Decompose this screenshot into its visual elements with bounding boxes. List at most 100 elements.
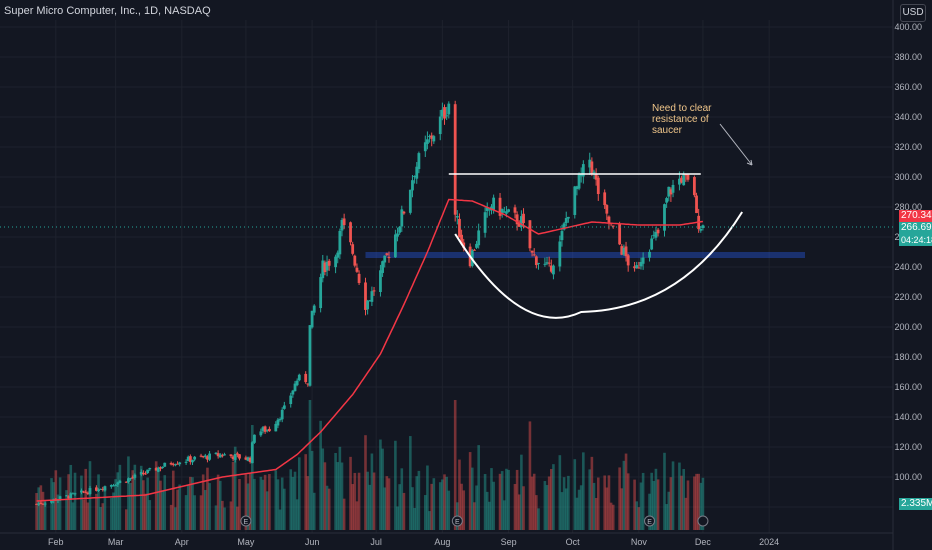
volume-bar: [169, 504, 173, 530]
candle-body: [293, 383, 297, 392]
candle-body: [233, 454, 237, 460]
candle-body: [393, 234, 397, 258]
volume-bar: [485, 491, 489, 530]
volume-bar: [236, 506, 239, 530]
candle-body: [244, 457, 248, 460]
candle-body: [84, 491, 88, 493]
candle-body: [671, 184, 675, 193]
candle-body: [699, 228, 703, 231]
volume-bar: [144, 493, 147, 530]
candle-body: [178, 462, 182, 465]
volume-bar: [635, 501, 639, 530]
x-tick-label: Nov: [631, 537, 648, 547]
dividend-marker-icon: [697, 515, 709, 527]
volume-bar: [116, 472, 120, 530]
x-tick-label: 2024: [759, 537, 779, 547]
volume-bar: [276, 479, 280, 530]
candle-body: [624, 246, 628, 257]
candle-body: [566, 216, 570, 219]
candle-body: [193, 456, 197, 460]
volume-bar: [229, 501, 233, 530]
candle-body: [203, 455, 207, 457]
volume-bar: [163, 475, 167, 530]
volume-bar: [248, 473, 252, 530]
volume-bar: [112, 492, 115, 530]
candle-body: [159, 467, 162, 469]
candle-body: [139, 471, 143, 475]
volume-bar: [620, 488, 624, 530]
volume-bar: [124, 509, 128, 530]
candle-body: [473, 249, 476, 251]
volume-bar: [415, 476, 419, 530]
candle-body: [99, 488, 103, 490]
volume-bar: [470, 467, 474, 530]
volume-bar: [611, 504, 615, 530]
candle-body: [289, 395, 293, 405]
volume-bar: [417, 470, 421, 530]
candle-body: [417, 153, 421, 170]
volume-bar: [65, 490, 68, 530]
y-tick-label: 400.00: [894, 22, 922, 32]
candle-body: [426, 139, 429, 144]
volume-bar: [372, 472, 376, 530]
volume-bar: [626, 473, 630, 530]
candle-body: [291, 390, 295, 395]
x-tick-label: Jun: [305, 537, 320, 547]
volume-bar: [438, 482, 442, 530]
y-tick-label: 380.00: [894, 52, 922, 62]
volume-bar: [191, 477, 194, 530]
volume-bar: [206, 467, 209, 530]
volume-bar: [475, 485, 478, 530]
candle-body: [575, 186, 579, 190]
volume-bar: [443, 474, 446, 530]
candle-body: [686, 174, 690, 180]
candle-body: [558, 241, 562, 267]
candle-body: [235, 453, 239, 455]
volume-bar: [39, 485, 43, 530]
candle-body: [43, 503, 47, 505]
volume-bar: [665, 504, 668, 530]
candle-body: [594, 174, 598, 180]
candle-body: [522, 213, 525, 224]
candle-body: [71, 493, 75, 495]
candle-body: [208, 453, 211, 460]
volume-bar: [238, 478, 241, 530]
volume-bar: [35, 493, 38, 530]
volume-bar: [560, 492, 564, 530]
volume-bar: [609, 502, 613, 530]
volume-bar: [351, 484, 354, 530]
candle-body: [319, 277, 323, 309]
volume-bar: [663, 452, 666, 530]
candle-body: [611, 225, 615, 227]
volume-bar: [289, 469, 293, 530]
currency-button[interactable]: USD: [900, 4, 926, 22]
volume-bar: [590, 456, 594, 530]
volume-bar: [411, 487, 414, 530]
candle-body: [588, 159, 592, 168]
candle-body: [231, 456, 235, 460]
candle-body: [238, 454, 241, 459]
volume-bar: [199, 495, 203, 530]
volume-bar: [306, 476, 310, 530]
candle-body: [223, 454, 226, 456]
y-tick-label: 100.00: [894, 472, 922, 482]
candle-body: [86, 492, 90, 495]
volume-bar: [637, 507, 641, 530]
candle-body: [144, 473, 147, 475]
volume-bar: [261, 479, 265, 530]
volume-bar: [562, 477, 566, 530]
candle-body: [383, 255, 387, 263]
candle-body: [530, 250, 534, 253]
volume-bar: [517, 494, 521, 530]
candle-body: [80, 490, 83, 493]
volume-bar: [522, 486, 525, 530]
volume-bar: [594, 497, 598, 530]
candle-body: [161, 466, 164, 468]
candle-body: [534, 256, 538, 266]
volume-bar: [95, 493, 98, 530]
volume-bar: [99, 506, 102, 530]
volume-bar: [319, 420, 322, 530]
volume-bar: [695, 473, 698, 530]
volume-bar: [43, 501, 47, 530]
